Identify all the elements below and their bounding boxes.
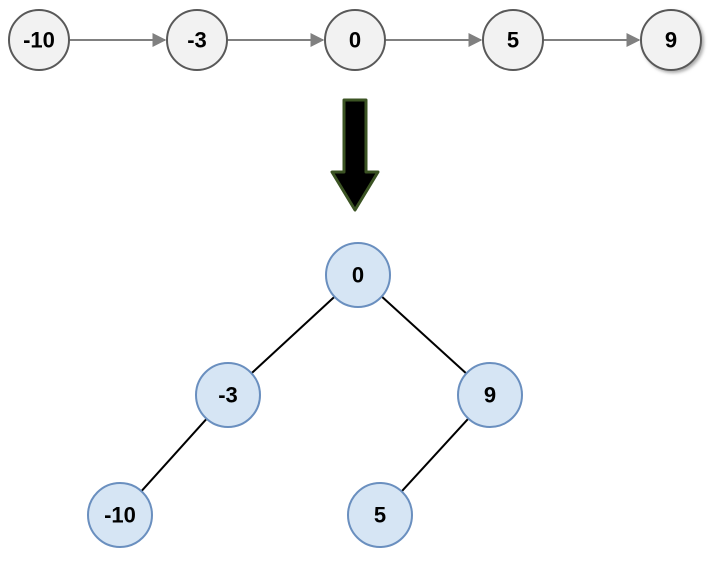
list-node: -10 bbox=[9, 10, 69, 70]
list-node: 5 bbox=[483, 10, 543, 70]
list-node: 0 bbox=[325, 10, 385, 70]
list-node-label: 0 bbox=[349, 28, 361, 53]
tree-node: -3 bbox=[196, 363, 260, 427]
list-node-label: 9 bbox=[665, 28, 677, 53]
tree-node: 5 bbox=[348, 483, 412, 547]
tree-node-label: 9 bbox=[484, 383, 496, 408]
tree-node: 9 bbox=[458, 363, 522, 427]
tree-node-label: -3 bbox=[218, 383, 238, 408]
list-node-label: 5 bbox=[507, 28, 519, 53]
tree-edge bbox=[252, 297, 335, 374]
tree-node-label: 5 bbox=[374, 503, 386, 528]
tree-edge bbox=[141, 419, 206, 491]
list-node-label: -10 bbox=[23, 28, 55, 53]
tree-edge bbox=[382, 297, 467, 374]
tree-node: 0 bbox=[326, 243, 390, 307]
list-node: 9 bbox=[641, 10, 701, 70]
diagram-canvas: -10 -3 0 5 9 0 -3 9 -10 5 bbox=[0, 0, 724, 562]
list-node: -3 bbox=[167, 10, 227, 70]
tree-node-label: -10 bbox=[104, 503, 136, 528]
list-node-label: -3 bbox=[187, 28, 207, 53]
transform-arrow bbox=[332, 100, 378, 210]
tree-edge bbox=[402, 419, 469, 492]
tree-node: -10 bbox=[88, 483, 152, 547]
tree-node-label: 0 bbox=[352, 263, 364, 288]
